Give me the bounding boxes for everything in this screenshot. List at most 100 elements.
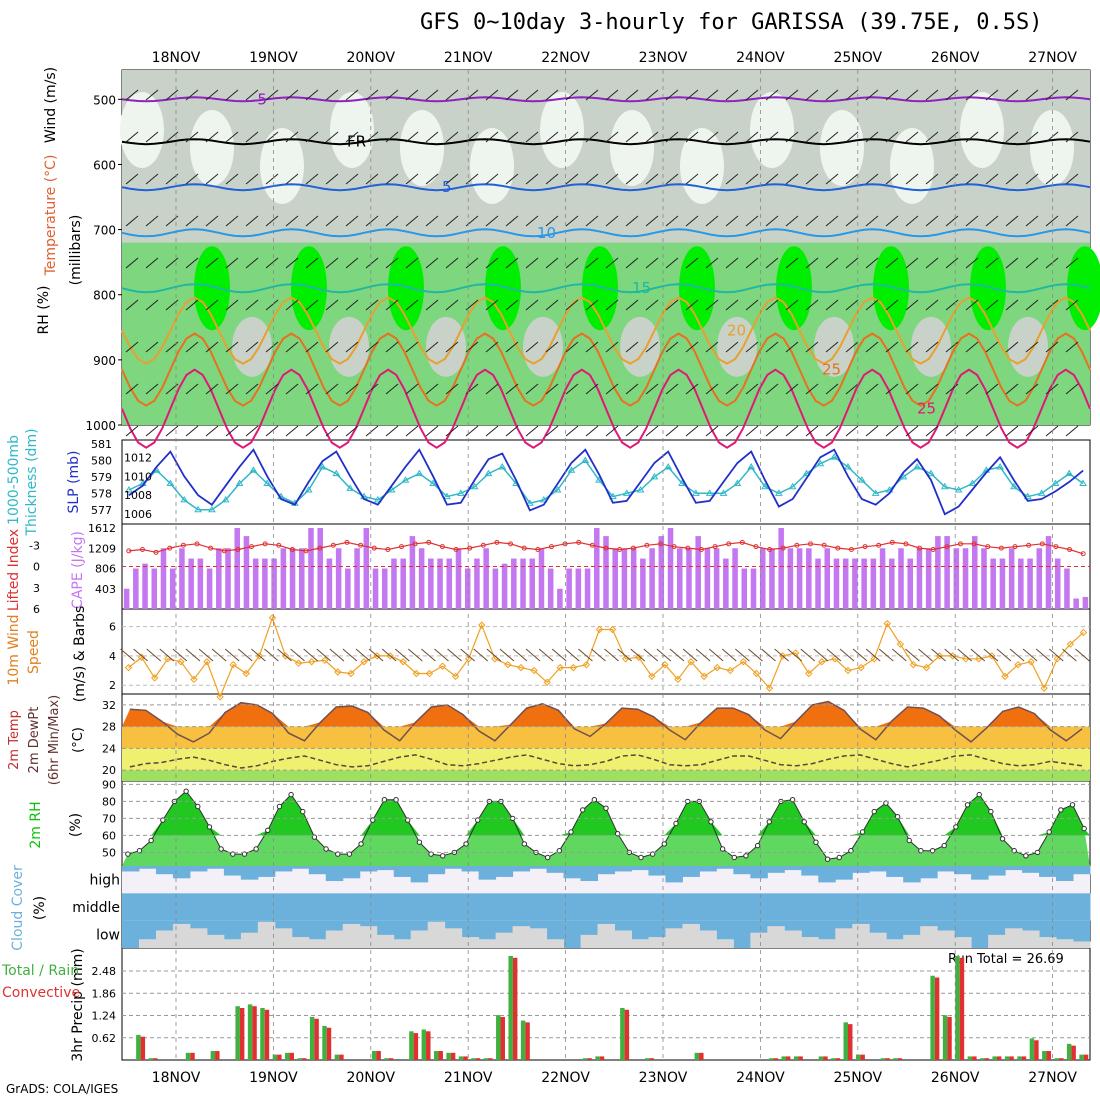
wind-barb: [325, 425, 339, 437]
cloud-middle-bar: [869, 893, 887, 921]
cape-bar: [1054, 558, 1061, 609]
rh-dry-patch: [610, 110, 654, 186]
cloud-low-bar: [597, 923, 615, 948]
cloud-middle-bar: [223, 893, 242, 921]
wind-barb: [185, 257, 199, 269]
wind-barb: [245, 383, 259, 395]
wind-barb: [345, 425, 359, 437]
cape-bar: [538, 548, 545, 609]
wind-barb: [485, 173, 499, 185]
pressure-tick-label: 500: [93, 93, 116, 107]
wind-barb: [865, 341, 879, 353]
temp-tick-label: 28: [102, 721, 116, 734]
wind-speed-point: [203, 658, 211, 666]
wind-barb: [445, 257, 459, 269]
precip-convective-bar: [649, 1058, 654, 1060]
rh-point: [346, 851, 353, 857]
wind-barb: [1025, 299, 1039, 311]
surface-wind-barb: [525, 648, 541, 662]
wind-barb: [445, 299, 459, 311]
wind-barb: [445, 383, 459, 395]
cape-bar: [483, 548, 489, 609]
wind-barb: [1005, 89, 1019, 101]
rh-point: [475, 817, 481, 823]
cloud-high-bar: [444, 866, 463, 869]
precip-convective-bar: [264, 1009, 270, 1060]
precip-total-bar: [260, 1008, 265, 1060]
precip-convective-bar: [215, 1051, 220, 1060]
wind-barb: [225, 341, 239, 353]
wind-barb: [1045, 89, 1059, 101]
cape-bar: [981, 548, 987, 609]
cloud-high-bar: [512, 866, 531, 872]
thickness-point: [415, 469, 424, 477]
lifted-index-point: [876, 542, 882, 548]
lifted-index-point: [862, 544, 868, 550]
wind-barb: [865, 173, 879, 185]
wind-speed-point: [634, 653, 643, 662]
wind-barb: [125, 131, 139, 143]
wind-barb: [865, 89, 879, 101]
cloud-middle-bar: [342, 893, 361, 921]
cape-bar: [354, 548, 360, 609]
precip-convective-bar: [848, 1024, 853, 1060]
wind-barb: [1065, 383, 1079, 395]
rh-dry-dip: [523, 316, 563, 377]
wind-speed-point: [1027, 658, 1035, 666]
surface-wind-barb: [551, 648, 567, 662]
cloud-low-bar: [988, 934, 1006, 948]
surface-wind-barb: [237, 648, 253, 662]
date-label-bottom: 18NOV: [152, 1070, 201, 1086]
wind-barb: [605, 383, 619, 395]
wind-barb: [785, 215, 799, 227]
precip-total-bar: [272, 1054, 278, 1060]
wind-barb: [1065, 89, 1079, 101]
rh-dry-dip: [814, 316, 854, 377]
cloud-middle-bar: [767, 893, 785, 921]
lifted-index-point: [249, 544, 255, 550]
slp-tick-label: 1012: [124, 451, 152, 464]
wind-barb: [485, 383, 499, 395]
rh-dry-dip: [717, 316, 757, 377]
rh-point: [824, 856, 831, 862]
wind-speed-point: [281, 652, 290, 660]
lifted-index-point: [767, 547, 773, 552]
thickness-point: [747, 463, 756, 470]
cloud-middle-bar: [886, 893, 904, 921]
cloud-high-bar: [920, 866, 938, 879]
lifted-index-point: [1067, 547, 1073, 552]
wind-barb: [185, 89, 199, 101]
wind-barb: [925, 341, 939, 353]
cloud-high-bar: [410, 866, 429, 883]
wind-barb: [485, 215, 499, 227]
cape-bar: [123, 588, 130, 609]
lifted-index-point: [317, 545, 323, 551]
precip-total-bar: [371, 1051, 377, 1060]
temperature-contour: [121, 228, 1091, 238]
precip-convective-bar: [860, 1054, 865, 1060]
cloud-low-bar: [937, 930, 955, 948]
thickness-point: [443, 492, 451, 500]
surface-wind-barb: [682, 648, 698, 662]
wind-barb: [1005, 299, 1019, 311]
surface-wind-barb: [656, 648, 672, 662]
wind-speed-point: [739, 658, 748, 666]
wind-barb: [885, 425, 899, 437]
wind-barb: [125, 257, 139, 269]
cape-bar: [308, 528, 314, 609]
wind-barb: [125, 425, 139, 437]
wind-barb: [805, 89, 819, 101]
cloud-low-bar: [189, 928, 208, 948]
cloud-high-bar: [988, 866, 1006, 876]
cape-bar: [686, 548, 692, 609]
cloud-level-label: high: [89, 873, 120, 889]
precip-total-bar: [483, 1058, 489, 1060]
wind-barb: [745, 425, 759, 437]
cape-bar: [437, 558, 443, 609]
lifted-index-point: [617, 547, 623, 552]
cape-bar: [621, 548, 628, 609]
wind-barb: [405, 215, 419, 227]
wind-barb: [185, 215, 199, 227]
precip-convective-bar: [587, 1058, 592, 1060]
thickness-point: [1023, 492, 1032, 500]
